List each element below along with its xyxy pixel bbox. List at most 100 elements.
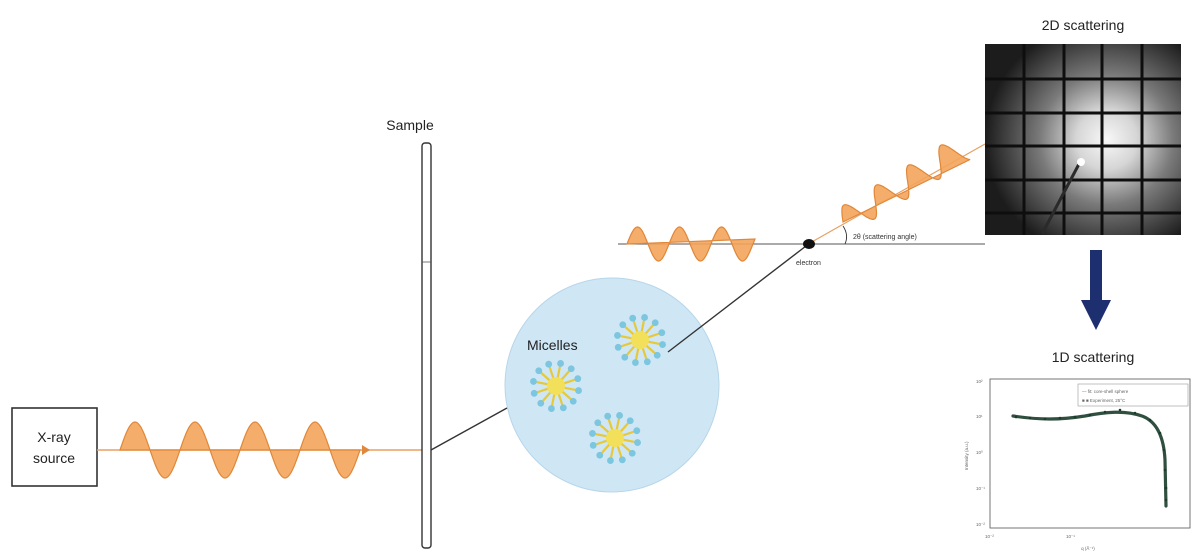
micelle-headgroup: [641, 314, 648, 321]
data-point: [1073, 415, 1077, 419]
scattering-angle-arc: [842, 225, 848, 245]
data-point: [1118, 408, 1122, 412]
data-point: [1158, 431, 1162, 435]
data-point: [1162, 448, 1166, 452]
xray-source-label-line1: X-ray: [37, 429, 70, 445]
micelle-tail: [619, 441, 631, 453]
y-tick-label: 10⁰: [976, 450, 983, 455]
y-tick-label: 10²: [976, 379, 983, 384]
micelle-headgroup: [537, 399, 545, 407]
y-tick-labels: 10² 10¹ 10⁰ 10⁻¹ 10⁻²: [976, 379, 985, 527]
micelle-core: [631, 331, 649, 349]
micelle-headgroup: [653, 351, 661, 359]
micelle-tail: [616, 444, 623, 458]
scattering-angle-label: 2θ (scattering angle): [853, 234, 917, 241]
micelle-headgroup: [535, 367, 543, 375]
ray-segment-sample-to-circle: [430, 407, 508, 451]
micelle-headgroup: [530, 378, 537, 385]
micelle-tail: [536, 387, 550, 394]
micelle-headgroup: [626, 417, 634, 425]
micelle-tail: [634, 346, 640, 360]
micelle-tail: [595, 439, 609, 446]
micelle-headgroup: [589, 441, 597, 449]
x-tick-label: 10⁻¹: [1066, 534, 1075, 539]
micelle-headgroup: [575, 387, 582, 394]
scattering-1d-label: 1D scattering: [1052, 349, 1134, 365]
micelle-headgroup: [596, 451, 604, 459]
micelle-tail: [621, 430, 635, 437]
micelle-headgroup: [659, 341, 666, 348]
electron-label: electron: [796, 260, 821, 267]
micelles: [530, 314, 666, 464]
micelle-headgroup: [530, 389, 538, 397]
micelle-tail: [562, 378, 576, 385]
micelle-headgroup: [632, 359, 639, 366]
micelle-tail: [556, 366, 562, 380]
legend-entry: ■ ■ Experiment, 25°C: [1082, 398, 1126, 403]
scattering-curve: [1011, 410, 1168, 508]
micelle-tail: [540, 371, 552, 383]
micelle-tail: [557, 392, 564, 406]
data-point: [1028, 416, 1032, 420]
micelle-core: [547, 377, 565, 395]
x-tick-labels: 10⁻² 10⁻¹: [985, 534, 1075, 539]
detector-module-gaps: [985, 44, 1181, 235]
micelle-headgroup: [589, 430, 596, 437]
micelle-tail: [615, 418, 621, 432]
micelle-tail: [562, 386, 576, 392]
zoom-incoming-wave: [626, 226, 756, 262]
data-point: [1043, 417, 1047, 421]
micelle-headgroup: [574, 375, 582, 383]
micelle-headgroup: [557, 360, 564, 367]
sample-plate: [421, 142, 432, 549]
micelle-tail: [621, 438, 635, 444]
micelle-tail: [541, 390, 553, 402]
micelle-headgroup: [618, 456, 626, 464]
micelle-tail: [643, 324, 655, 336]
micelle-tail: [600, 442, 612, 454]
micelle-headgroup: [629, 314, 637, 322]
micelle-tail: [646, 340, 660, 346]
plot-legend-box: [1077, 383, 1189, 407]
micelle-headgroup: [621, 353, 629, 361]
scattering-2d: 2D scattering: [985, 17, 1181, 235]
data-point: [1088, 413, 1092, 417]
x-axis-label: q (Å⁻¹): [1081, 545, 1095, 551]
xray-source-box: [11, 407, 98, 487]
micelle-headgroup: [633, 427, 641, 435]
arrow-shaft: [1090, 250, 1102, 304]
micelle-headgroup: [614, 332, 621, 339]
micelle-tail: [609, 444, 615, 458]
arrow-head: [1081, 300, 1111, 330]
micelle: [589, 412, 641, 464]
incident-xray-wave: [119, 421, 361, 479]
y-tick-label: 10⁻²: [976, 522, 985, 527]
micelle-tail: [640, 320, 646, 334]
sample-label: Sample: [386, 117, 434, 133]
micelle-solution-circle: [504, 277, 720, 493]
beamstop: [1077, 158, 1085, 166]
micelle-headgroup: [619, 321, 627, 329]
micelle-headgroup: [607, 457, 614, 464]
micelle-tail: [560, 389, 572, 401]
detector-image: [985, 44, 1181, 235]
micelle-tail: [644, 343, 656, 355]
micelle-headgroup: [643, 358, 651, 366]
scattering-2d-label: 2D scattering: [1042, 17, 1124, 33]
micelle-tail: [559, 370, 571, 382]
xray-source-label-line2: source: [33, 450, 75, 466]
micelle-tail: [607, 418, 614, 432]
micelle-headgroup: [567, 365, 575, 373]
micelle-tail: [625, 344, 637, 356]
micelle-headgroup: [594, 419, 602, 427]
micelle-tail: [632, 320, 639, 334]
micelle-headgroup: [548, 405, 555, 412]
micelle-tail: [618, 422, 630, 434]
micelle-headgroup: [559, 404, 567, 412]
micelle-headgroup: [569, 397, 577, 405]
micelle-headgroup: [545, 360, 553, 368]
micelle-tail: [620, 341, 634, 348]
micelle-tail: [599, 423, 611, 435]
micelle-tail: [595, 432, 609, 438]
micelle-tail: [620, 334, 634, 340]
